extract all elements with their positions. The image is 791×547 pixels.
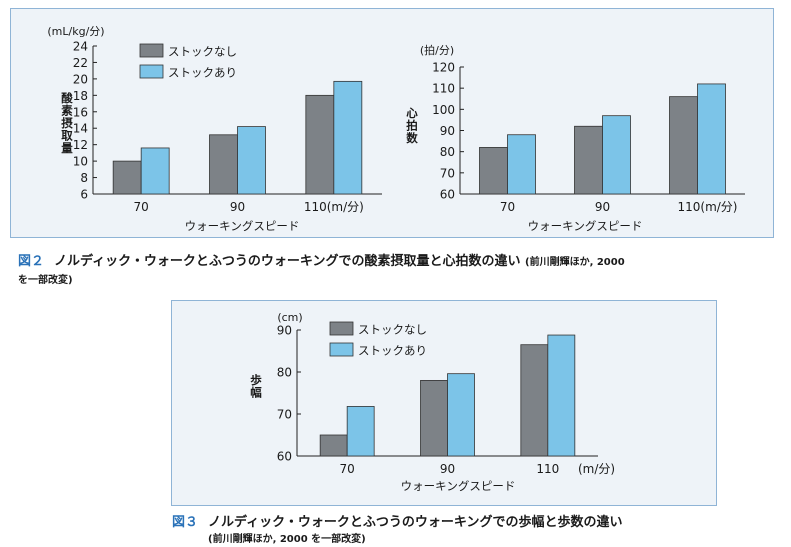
- bar-with-stock-90: [447, 373, 475, 457]
- x-axis-label: ウォーキングスピード: [528, 219, 643, 233]
- y-tick-label: 80: [440, 145, 455, 159]
- y-unit-label: (拍/分): [420, 43, 454, 57]
- legend-swatch-with-stock: [139, 64, 164, 79]
- x-tick-label: 90: [595, 200, 610, 214]
- figure-2-panel: [10, 8, 774, 238]
- y-tick-label: 14: [73, 122, 88, 136]
- figure-2-label: 図２: [18, 254, 45, 269]
- y-axis-label-char: 取: [61, 129, 73, 143]
- y-unit-label: (mL/kg/分): [47, 25, 104, 38]
- y-unit-label: (cm): [277, 311, 302, 324]
- y-axis-label-char: 心: [406, 106, 418, 120]
- y-axis-label-char: 拍: [406, 119, 418, 133]
- bar-with-stock-70: [140, 147, 170, 195]
- x-unit-label: (m/分): [578, 462, 615, 476]
- legend-label: ストックなし: [168, 45, 237, 59]
- x-tick-label: 70: [500, 200, 515, 214]
- bar-no-stock-70: [319, 434, 348, 457]
- x-tick-label: 110: [536, 462, 559, 476]
- bar-no-stock-110: [669, 96, 698, 195]
- y-tick-label: 60: [277, 450, 292, 464]
- figure-3-label: 図３: [172, 515, 199, 530]
- figure-3-source: (前川剛輝ほか, 2000 を一部改変): [208, 534, 366, 545]
- y-axis-label-char: 歩: [250, 373, 262, 387]
- y-tick-label: 16: [73, 105, 88, 119]
- y-axis-label-char: 酸: [61, 91, 73, 105]
- x-tick-label: 90: [440, 462, 455, 476]
- y-tick-label: 110: [432, 82, 455, 96]
- y-tick-label: 90: [440, 124, 455, 138]
- y-tick-label: 12: [73, 138, 88, 152]
- y-tick-label: 6: [80, 188, 88, 202]
- figure-2-source: (前川剛輝ほか, 2000: [525, 257, 625, 268]
- bar-with-stock-70: [346, 406, 375, 457]
- legend-label: ストックなし: [358, 323, 427, 337]
- bar-with-stock-110: [333, 80, 363, 195]
- bar-no-stock-90: [209, 134, 238, 195]
- legend-swatch-no-stock: [329, 321, 354, 336]
- figure-2-source-line2: を一部改変): [18, 275, 73, 286]
- bar-no-stock-70: [479, 147, 508, 195]
- x-tick-label: 110(m/分): [677, 200, 737, 214]
- y-tick-label: 22: [73, 56, 88, 70]
- y-axis-label-char: 量: [61, 141, 73, 155]
- x-tick-label: 110(m/分): [304, 200, 364, 214]
- legend-swatch-with-stock: [329, 342, 354, 357]
- y-axis-label-char: 数: [406, 131, 418, 145]
- y-tick-label: 80: [277, 366, 292, 380]
- figure-2-caption: 図２ ノルディック・ウォークとふつうのウォーキングでの酸素摂取量と心拍数の違い (…: [18, 250, 625, 269]
- x-tick-label: 90: [230, 200, 245, 214]
- legend-label: ストックあり: [168, 66, 237, 80]
- y-axis-label-char: 幅: [250, 386, 262, 400]
- bar-with-stock-90: [602, 115, 631, 195]
- bar-with-stock-110: [547, 334, 576, 457]
- y-tick-label: 8: [80, 171, 88, 185]
- y-axis-label-char: 摂: [61, 116, 73, 130]
- bar-no-stock-90: [420, 379, 448, 457]
- y-tick-label: 70: [277, 408, 292, 422]
- bar-with-stock-110: [697, 83, 726, 195]
- y-tick-label: 90: [277, 324, 292, 338]
- y-tick-label: 10: [73, 155, 88, 169]
- y-tick-label: 120: [432, 61, 455, 75]
- figure-3-caption-text: ノルディック・ウォークとふつうのウォーキングでの歩幅と歩数の違い: [208, 515, 623, 530]
- bar-with-stock-70: [507, 134, 536, 195]
- bar-no-stock-90: [574, 125, 603, 195]
- y-tick-label: 18: [73, 89, 88, 103]
- y-tick-label: 100: [432, 103, 455, 117]
- bar-with-stock-90: [237, 126, 266, 195]
- x-axis-label: ウォーキングスピード: [401, 479, 516, 493]
- x-axis-label: ウォーキングスピード: [185, 219, 300, 233]
- y-tick-label: 20: [73, 72, 88, 86]
- y-tick-label: 24: [73, 40, 88, 54]
- x-tick-label: 70: [134, 200, 149, 214]
- y-tick-label: 60: [440, 188, 455, 202]
- legend-swatch-no-stock: [139, 43, 164, 58]
- y-axis-label-char: 素: [61, 104, 73, 118]
- y-tick-label: 70: [440, 166, 455, 180]
- figure-3-caption: 図３ ノルディック・ウォークとふつうのウォーキングでの歩幅と歩数の違い: [172, 511, 622, 530]
- bar-no-stock-110: [520, 344, 549, 457]
- figure-2-caption-text: ノルディック・ウォークとふつうのウォーキングでの酸素摂取量と心拍数の違い: [54, 254, 521, 269]
- legend-label: ストックあり: [358, 344, 427, 358]
- x-tick-label: 70: [340, 462, 355, 476]
- bar-no-stock-70: [112, 160, 142, 195]
